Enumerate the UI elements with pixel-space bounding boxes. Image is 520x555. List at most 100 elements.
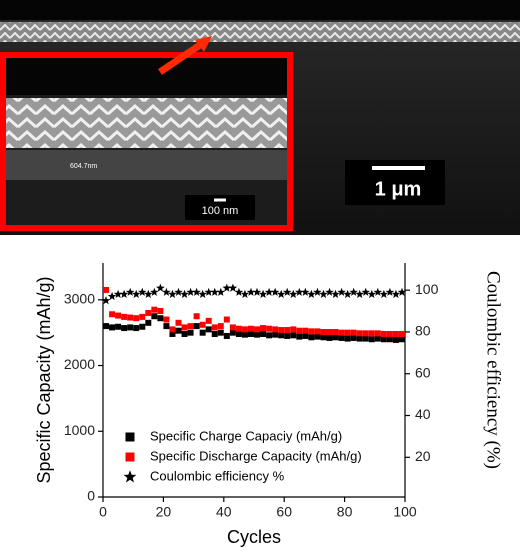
square-marker — [139, 313, 146, 320]
square-marker — [151, 306, 158, 313]
square-marker — [199, 329, 206, 336]
star-marker — [186, 287, 195, 296]
star-marker — [150, 287, 159, 296]
square-marker — [368, 336, 375, 343]
main-scale: 1 μm — [375, 178, 422, 200]
square-marker — [157, 307, 164, 314]
square-marker — [109, 311, 116, 318]
inset-scale: 100 nm — [202, 205, 239, 217]
square-marker — [205, 317, 212, 324]
square-marker — [356, 335, 363, 342]
square-marker — [121, 325, 128, 332]
square-marker — [362, 335, 369, 342]
square-marker — [169, 330, 176, 337]
square-marker — [133, 315, 140, 322]
star-marker — [264, 287, 274, 296]
square-marker — [109, 324, 116, 331]
square-marker — [386, 330, 393, 337]
square-marker — [229, 329, 236, 336]
square-marker — [344, 329, 351, 336]
star-marker — [125, 287, 135, 296]
x-tick-label: 0 — [99, 504, 107, 520]
square-marker — [308, 328, 315, 335]
square-marker — [175, 327, 182, 334]
square-marker — [181, 330, 188, 337]
y-tick-label: 2000 — [64, 356, 95, 372]
legend-label: Coulombic efficiency % — [150, 468, 285, 483]
square-marker — [127, 324, 134, 331]
star-marker — [246, 287, 256, 296]
square-marker — [350, 329, 357, 336]
y-tick-label: 1000 — [64, 422, 95, 438]
square-marker — [350, 334, 357, 341]
square-marker — [223, 332, 230, 339]
x-axis-label: Cycles — [227, 527, 281, 547]
x-tick-label: 20 — [156, 504, 172, 520]
square-marker — [374, 335, 381, 342]
star-marker — [276, 289, 286, 298]
square-marker — [145, 309, 152, 316]
square-marker — [296, 327, 303, 334]
square-marker — [320, 329, 327, 336]
square-marker — [380, 336, 387, 343]
star-marker — [113, 289, 123, 298]
square-marker — [181, 324, 188, 331]
square-marker — [272, 326, 279, 333]
square-marker — [254, 331, 261, 338]
square-marker — [338, 329, 345, 336]
star-marker — [210, 287, 219, 296]
square-marker — [235, 330, 242, 337]
star-marker — [319, 289, 328, 298]
square-marker — [272, 331, 279, 338]
star-marker — [192, 287, 201, 296]
square-marker — [187, 323, 194, 330]
square-marker — [332, 329, 339, 336]
star-marker — [313, 287, 322, 296]
star-marker — [101, 296, 111, 305]
square-marker — [103, 286, 110, 293]
square-marker — [284, 327, 291, 334]
square-marker — [115, 323, 122, 330]
square-marker — [241, 326, 248, 333]
square-marker — [193, 313, 200, 320]
inset-measure: 604.7nm — [70, 163, 97, 170]
square-marker — [374, 330, 381, 337]
square-marker — [314, 333, 321, 340]
star-marker — [307, 289, 316, 298]
square-marker — [290, 332, 297, 339]
square-marker — [193, 323, 200, 330]
square-marker — [356, 330, 363, 337]
star-marker — [228, 283, 238, 292]
square-marker — [133, 325, 140, 332]
square-marker — [302, 332, 309, 339]
x-tick-label: 80 — [337, 504, 353, 520]
square-marker — [260, 330, 267, 337]
square-marker — [308, 334, 315, 341]
square-marker — [380, 330, 387, 337]
square-marker — [398, 336, 405, 343]
square-marker — [217, 323, 224, 330]
star-marker — [325, 287, 334, 296]
y2-tick-label: 20 — [415, 448, 431, 464]
square-marker — [338, 334, 345, 341]
star-marker — [156, 283, 165, 292]
star-marker — [373, 287, 383, 296]
star-marker — [144, 289, 153, 298]
square-marker — [332, 334, 339, 341]
square-marker — [386, 336, 393, 343]
square-marker — [139, 323, 146, 330]
star-marker — [123, 470, 137, 483]
square-marker — [125, 452, 135, 462]
legend-label: Specific Charge Capaciy (mAh/g) — [150, 428, 342, 443]
square-marker — [205, 326, 212, 333]
y-axis-label: Specific Capacity (mAh/g) — [34, 276, 54, 483]
square-marker — [121, 313, 128, 320]
y-tick-label: 0 — [87, 488, 95, 504]
square-marker — [266, 325, 273, 332]
square-marker — [362, 330, 369, 337]
square-marker — [235, 325, 242, 332]
square-marker — [392, 330, 399, 337]
square-marker — [326, 334, 333, 341]
sem-image: 1 μm 100 nm 604.7nm — [0, 0, 520, 235]
star-marker — [331, 289, 340, 298]
